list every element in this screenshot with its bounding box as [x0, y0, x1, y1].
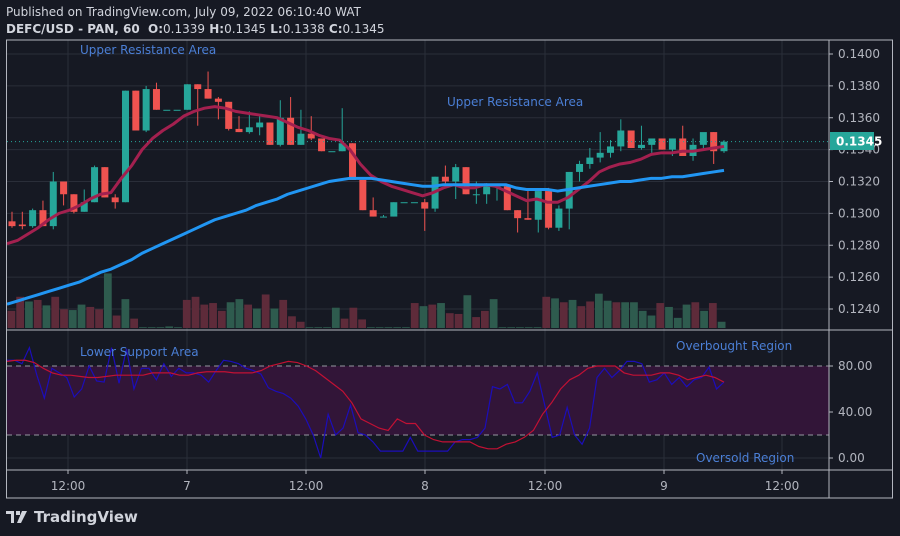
price-tick-label: 0.1360: [838, 111, 880, 125]
svg-text:0.1345: 0.1345: [836, 135, 882, 149]
price-tick-label: 0.1380: [838, 79, 880, 93]
symbol-name[interactable]: DEFC/USD - PAN, 60: [6, 22, 140, 36]
axes[interactable]: 0.14000.13800.13600.13400.13200.13000.12…: [51, 47, 880, 493]
annotation-lower-support: Lower Support Area: [80, 345, 199, 359]
annotation-oversold: Oversold Region: [696, 451, 794, 465]
open-label: O:: [148, 22, 164, 36]
time-tick-label: 8: [421, 479, 429, 493]
low-value: 0.1338: [282, 22, 325, 36]
time-tick-label: 12:00: [289, 479, 324, 493]
volume-bars: [7, 273, 726, 328]
price-tick-label: 0.1300: [838, 206, 880, 220]
price-tick-label: 0.1320: [838, 175, 880, 189]
rsi-tick-label: 0.00: [838, 451, 865, 465]
rsi-tick-label: 80.00: [838, 359, 872, 373]
high-value: 0.1345: [224, 22, 267, 36]
close-value: 0.1345: [342, 22, 385, 36]
price-tick-label: 0.1260: [838, 270, 880, 284]
rsi-tick-label: 40.00: [838, 405, 872, 419]
time-tick-label: 7: [183, 479, 191, 493]
close-label: C:: [328, 22, 343, 36]
open-value: 0.1339: [163, 22, 206, 36]
time-tick-label: 12:00: [51, 479, 86, 493]
chart-frame: [6, 39, 893, 499]
price-tick-label: 0.1280: [838, 238, 880, 252]
brand-name: TradingView: [34, 508, 138, 526]
time-tick-label: 12:00: [528, 479, 563, 493]
annotation-upper-resistance-left: Upper Resistance Area: [80, 43, 216, 57]
last-price-label: 0.1345: [830, 132, 882, 150]
annotation-upper-resistance-right: Upper Resistance Area: [447, 95, 583, 109]
published-info: Published on TradingView.com, July 09, 2…: [6, 5, 361, 19]
high-label: H:: [209, 22, 225, 36]
rsi-lines: [6, 345, 725, 459]
moving-averages: [6, 105, 829, 306]
rsi-band: [7, 365, 829, 436]
tradingview-brand[interactable]: TradingView: [6, 508, 138, 526]
price-tick-label: 0.1240: [838, 302, 880, 316]
time-tick-label: 9: [660, 479, 668, 493]
low-label: L:: [270, 22, 283, 36]
annotation-overbought: Overbought Region: [676, 339, 792, 353]
candlestick-series[interactable]: [8, 71, 728, 233]
time-tick-label: 12:00: [765, 479, 800, 493]
price-tick-label: 0.1400: [838, 47, 880, 61]
symbol-ohlc-legend: DEFC/USD - PAN, 60 O:0.1339 H:0.1345 L:0…: [6, 22, 385, 36]
tradingview-logo-icon: [6, 511, 27, 523]
